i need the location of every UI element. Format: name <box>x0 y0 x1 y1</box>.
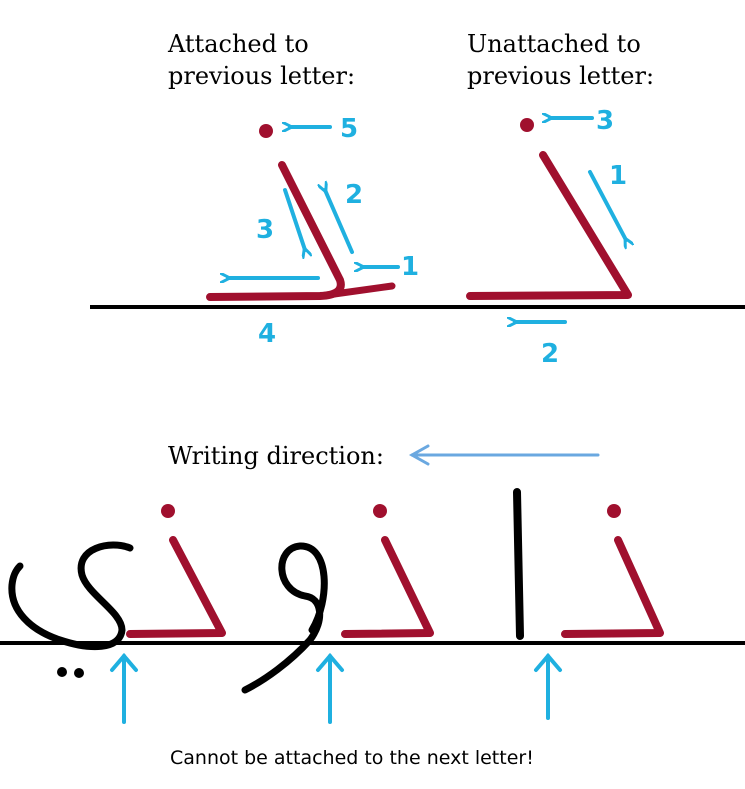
attached-heading-line1: Attached to <box>167 30 309 58</box>
unattached-heading-line2: previous letter: <box>467 62 654 90</box>
attached-step-1: 1 <box>401 252 419 282</box>
attached-step-2: 2 <box>345 180 363 210</box>
unattached-step-1: 1 <box>609 161 627 191</box>
attached-step-3: 3 <box>256 215 274 245</box>
word-alif <box>513 488 524 640</box>
attached-step-4: 4 <box>258 319 276 349</box>
word-waw <box>241 542 328 694</box>
attached-stroke-arrows <box>228 127 400 278</box>
unattached-step-3: 3 <box>596 106 614 136</box>
attached-dhal-dot <box>259 124 273 138</box>
unattached-step-2: 2 <box>541 339 559 369</box>
attached-heading-line2: previous letter: <box>168 62 355 90</box>
unattached-stroke-arrows <box>515 118 626 322</box>
unattached-heading-line1: Unattached to <box>467 30 641 58</box>
arrow-up-icon <box>316 652 344 724</box>
arrow-up-icon <box>534 652 562 720</box>
unattached-dhal-letter <box>466 118 632 300</box>
word-ya <box>8 541 134 651</box>
attached-dhal-letter <box>206 124 396 301</box>
attached-step-5: 5 <box>340 114 358 144</box>
word-dhal-1 <box>561 504 664 638</box>
unattached-dhal-dot <box>520 118 534 132</box>
word-dhal-2 <box>341 504 434 638</box>
word-ya-dot-2 <box>74 668 84 678</box>
word-ya-dot-1 <box>57 667 67 677</box>
word-dhal-3 <box>126 504 226 638</box>
arrow-left-icon <box>408 444 600 466</box>
arrow-up-icon <box>110 652 138 724</box>
bottom-caption: Cannot be attached to the next letter! <box>170 747 534 769</box>
writing-direction-label: Writing direction: <box>168 442 384 470</box>
